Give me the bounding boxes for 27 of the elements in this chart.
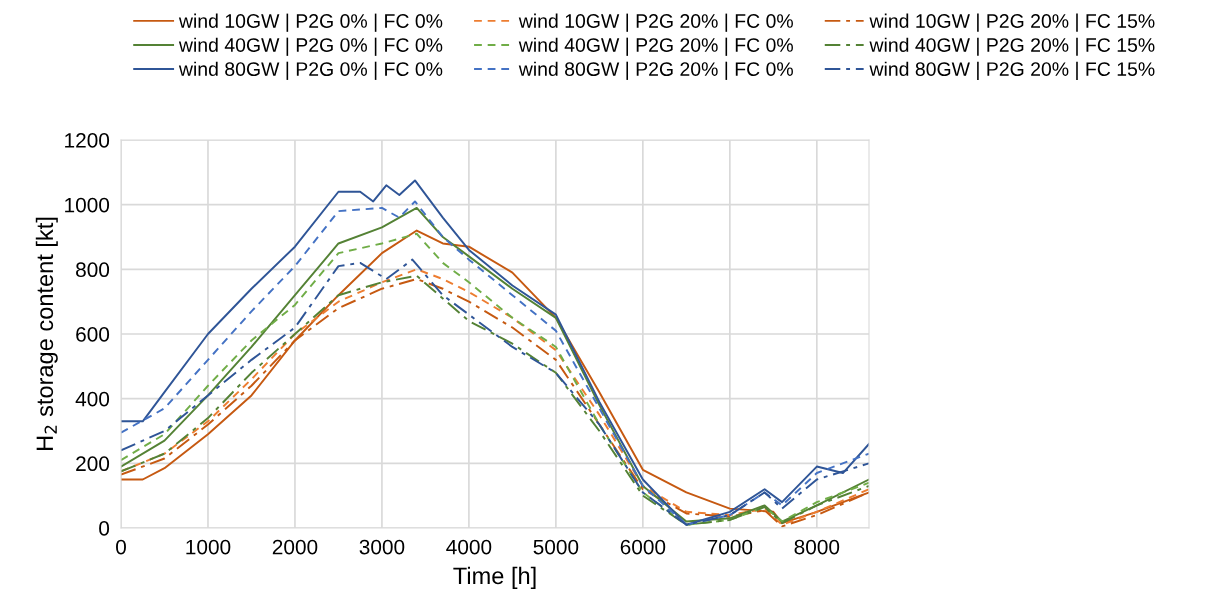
- y-tick-label: 800: [76, 262, 110, 278]
- legend-label: wind 10GW | P2G 20% | FC 0%: [518, 13, 793, 32]
- y-tick-label: 600: [76, 327, 110, 342]
- x-tick-label: 6000: [620, 539, 666, 555]
- legend-label: wind 40GW | P2G 0% | FC 0%: [178, 37, 443, 56]
- x-tick-label: 0: [116, 539, 126, 555]
- x-tick-label: 8000: [794, 539, 840, 555]
- x-tick-label: 5000: [533, 539, 579, 555]
- x-tick-label: 7000: [707, 539, 753, 555]
- y-axis-title: H$_{2}$ storage content [kt]: [35, 217, 58, 450]
- x-tick-label: 4000: [446, 539, 492, 555]
- legend-label: wind 10GW | P2G 20% | FC 15%: [869, 13, 1155, 32]
- y-tick-label: 200: [76, 456, 110, 472]
- x-tick-label: 1000: [186, 539, 231, 555]
- y-tick-label: 400: [75, 391, 110, 407]
- legend-label: wind 40GW | P2G 20% | FC 15%: [869, 37, 1155, 56]
- x-axis-title: Time [h]: [453, 566, 536, 589]
- legend-label: wind 80GW | P2G 20% | FC 0%: [518, 61, 793, 80]
- legend-label: wind 80GW | P2G 0% | FC 0%: [178, 61, 443, 80]
- legend-label: wind 10GW | P2G 0% | FC 0%: [178, 13, 443, 32]
- y-tick-label: 0: [99, 521, 110, 536]
- legend-label: wind 40GW | P2G 20% | FC 0%: [518, 37, 793, 56]
- y-tick-label: 1000: [65, 197, 110, 213]
- legend-label: wind 80GW | P2G 20% | FC 15%: [869, 61, 1155, 80]
- y-tick-label: 1200: [65, 133, 110, 148]
- x-tick-label: 2000: [272, 539, 318, 555]
- x-tick-label: 3000: [359, 539, 405, 555]
